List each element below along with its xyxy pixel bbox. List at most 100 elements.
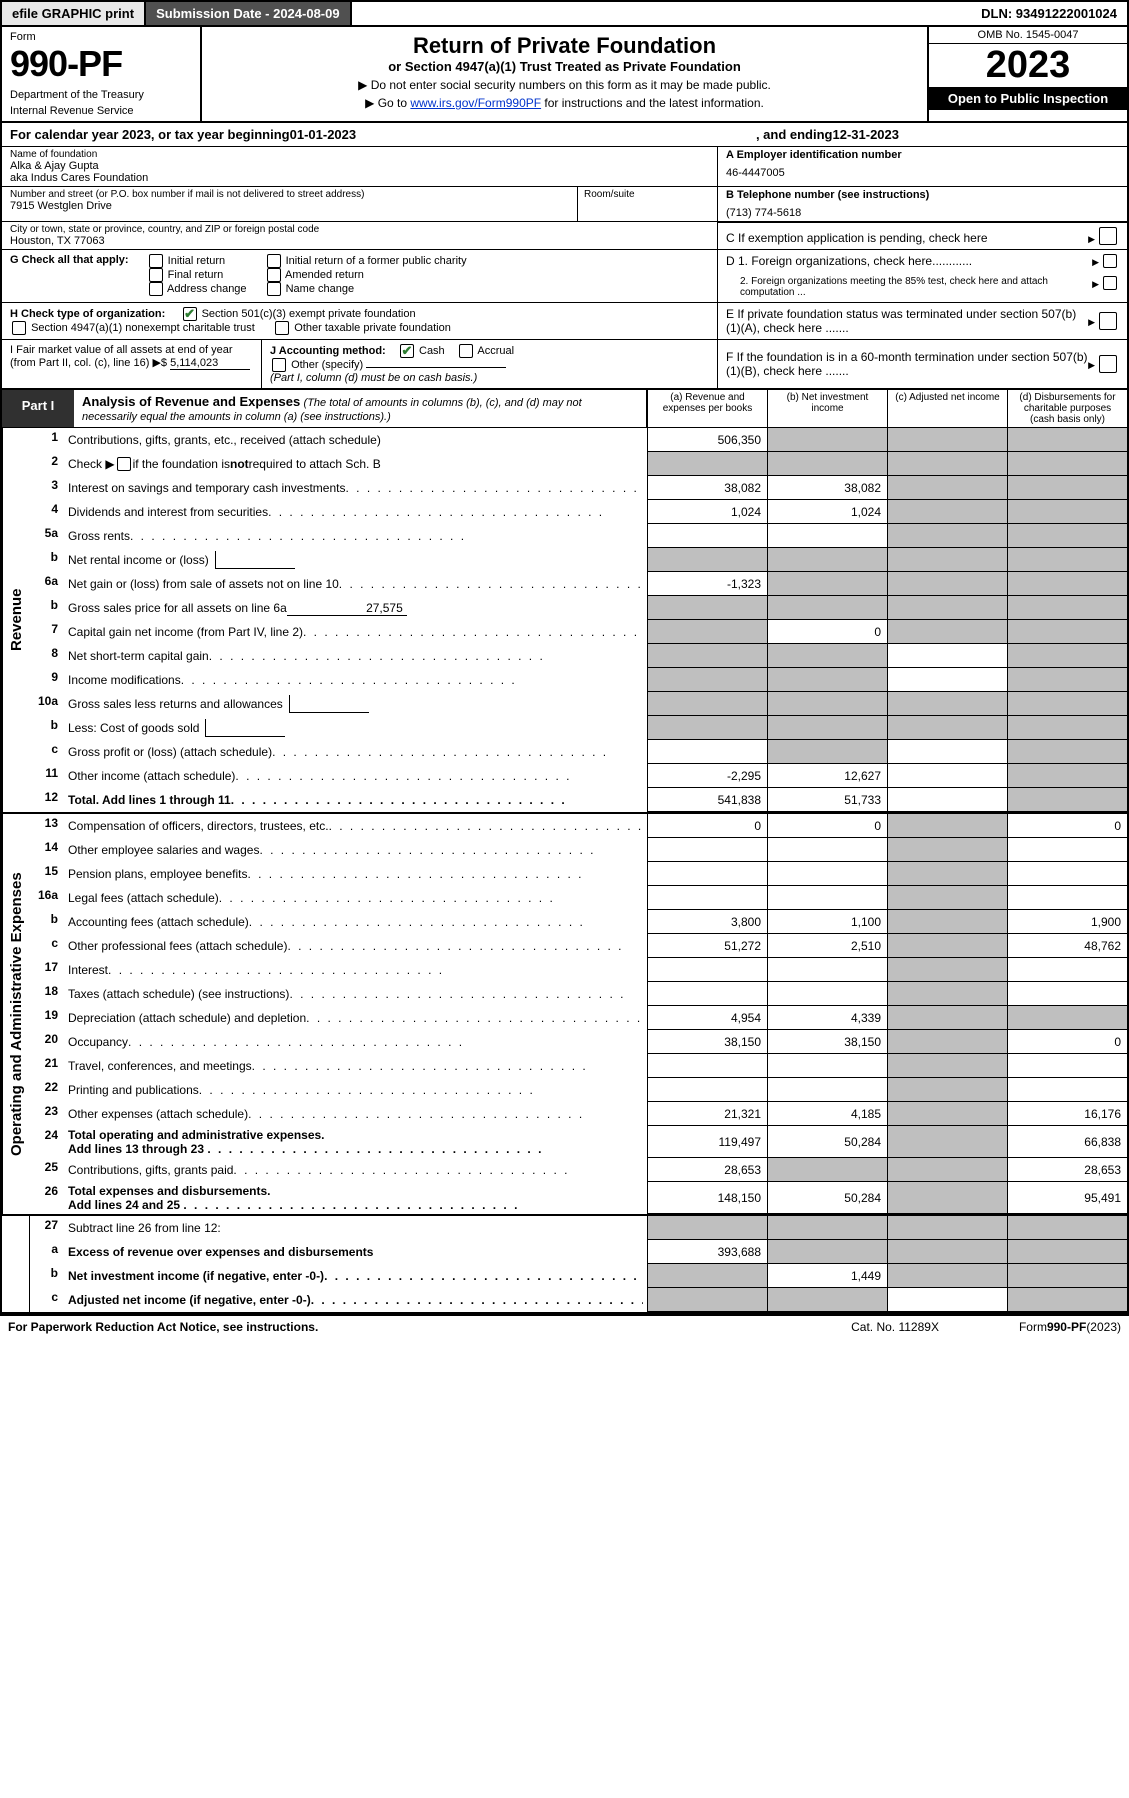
h-4947-checkbox[interactable] [12, 321, 26, 335]
table-cell [647, 1054, 767, 1078]
table-cell [1007, 548, 1127, 572]
table-cell [767, 958, 887, 982]
ein-block: A Employer identification number 46-4447… [718, 147, 1127, 181]
table-cell [887, 596, 1007, 620]
col-c-header: (c) Adjusted net income [887, 390, 1007, 427]
table-cell [647, 620, 767, 644]
table-row: 20 Occupancy 38,150 38,150 0 [30, 1030, 1127, 1054]
addr-phone-row: Number and street (or P.O. box number if… [2, 187, 1127, 222]
d2-checkbox[interactable] [1103, 276, 1117, 290]
table-cell [887, 692, 1007, 716]
table-cell [887, 1240, 1007, 1264]
table-cell: 12,627 [767, 764, 887, 788]
open-to-public-badge: Open to Public Inspection [929, 87, 1127, 110]
form-number: 990-PF [10, 43, 192, 85]
addr-label: Number and street (or P.O. box number if… [10, 189, 569, 200]
g-final-return-checkbox[interactable] [149, 268, 163, 282]
table-cell [887, 1126, 1007, 1158]
tax-year: 2023 [929, 44, 1127, 87]
schB-checkbox[interactable] [117, 457, 131, 471]
e-checkbox[interactable] [1099, 312, 1117, 330]
table-row: 11 Other income (attach schedule) -2,295… [30, 764, 1127, 788]
g-initial-former-checkbox[interactable] [267, 254, 281, 268]
table-cell [887, 572, 1007, 596]
table-cell [647, 1288, 767, 1312]
instr-ssn: ▶ Do not enter social security numbers o… [210, 78, 919, 92]
table-cell [767, 428, 887, 452]
h-opt-other: Other taxable private foundation [294, 322, 451, 334]
inline-subbox [215, 551, 295, 569]
table-cell [767, 692, 887, 716]
line-number: 26 [30, 1182, 64, 1214]
table-cell [1007, 476, 1127, 500]
line-number: 18 [30, 982, 64, 1006]
table-cell [767, 548, 887, 572]
inline-subbox [205, 719, 285, 737]
table-cell [887, 862, 1007, 886]
j-accrual-checkbox[interactable] [459, 344, 473, 358]
table-cell [887, 1030, 1007, 1054]
table-cell [887, 500, 1007, 524]
form990pf-link[interactable]: www.irs.gov/Form990PF [410, 96, 541, 110]
table-cell: 506,350 [647, 428, 767, 452]
g-address-change-checkbox[interactable] [149, 282, 163, 296]
c-checkbox[interactable] [1099, 227, 1117, 245]
line-description: Net rental income or (loss) [64, 548, 647, 572]
ein-value: 46-4447005 [726, 167, 1119, 179]
table-row: b Net investment income (if negative, en… [30, 1264, 1127, 1288]
f-checkbox[interactable] [1099, 355, 1117, 373]
line-number: 3 [30, 476, 64, 500]
d-block: D 1. Foreign organizations, check here..… [717, 250, 1127, 302]
table-cell [647, 740, 767, 764]
g-opt-final: Final return [168, 269, 224, 281]
table-cell [647, 886, 767, 910]
line-description: Occupancy [64, 1030, 647, 1054]
g-name-change-checkbox[interactable] [267, 282, 281, 296]
table-row: 12 Total. Add lines 1 through 11 541,838… [30, 788, 1127, 812]
table-cell [767, 1240, 887, 1264]
efile-print-button[interactable]: efile GRAPHIC print [2, 2, 146, 25]
topbar-spacer [352, 2, 972, 25]
table-cell [1007, 740, 1127, 764]
line-description: Other employee salaries and wages [64, 838, 647, 862]
revenue-section: Revenue 1 Contributions, gifts, grants, … [2, 428, 1127, 814]
expenses-rows: 13 Compensation of officers, directors, … [30, 814, 1127, 1214]
table-cell [887, 958, 1007, 982]
table-cell [1007, 452, 1127, 476]
h-501c3-checkbox[interactable] [183, 307, 197, 321]
d1-checkbox[interactable] [1103, 254, 1117, 268]
table-cell [1007, 764, 1127, 788]
j-other-checkbox[interactable] [272, 358, 286, 372]
table-cell: 4,185 [767, 1102, 887, 1126]
table-cell: 66,838 [1007, 1126, 1127, 1158]
table-cell [767, 886, 887, 910]
table-cell: 4,339 [767, 1006, 887, 1030]
table-cell: 0 [1007, 814, 1127, 838]
table-row: c Adjusted net income (if negative, ente… [30, 1288, 1127, 1312]
g-amended-checkbox[interactable] [267, 268, 281, 282]
table-row: 4 Dividends and interest from securities… [30, 500, 1127, 524]
table-row: 3 Interest on savings and temporary cash… [30, 476, 1127, 500]
h-other-taxable-checkbox[interactable] [275, 321, 289, 335]
line-description: Pension plans, employee benefits [64, 862, 647, 886]
line-description: Less: Cost of goods sold [64, 716, 647, 740]
arrow-icon [1092, 276, 1101, 298]
line-description: Contributions, gifts, grants paid [64, 1158, 647, 1182]
calyear-end: 12-31-2023 [833, 127, 900, 142]
table-cell [767, 1078, 887, 1102]
table-cell [1007, 524, 1127, 548]
table-cell [887, 1054, 1007, 1078]
g-opt-amended: Amended return [285, 269, 364, 281]
table-cell [767, 1158, 887, 1182]
table-cell [887, 910, 1007, 934]
table-row: 15 Pension plans, employee benefits [30, 862, 1127, 886]
g-initial-return-checkbox[interactable] [149, 254, 163, 268]
j-cash-checkbox[interactable] [400, 344, 414, 358]
footer-catno: Cat. No. 11289X [851, 1320, 939, 1344]
line-description: Gross profit or (loss) (attach schedule) [64, 740, 647, 764]
table-cell: 21,321 [647, 1102, 767, 1126]
table-row: a Excess of revenue over expenses and di… [30, 1240, 1127, 1264]
line-description: Interest on savings and temporary cash i… [64, 476, 647, 500]
line-number: 27 [30, 1216, 64, 1240]
instr-goto-post: for instructions and the latest informat… [544, 96, 763, 110]
